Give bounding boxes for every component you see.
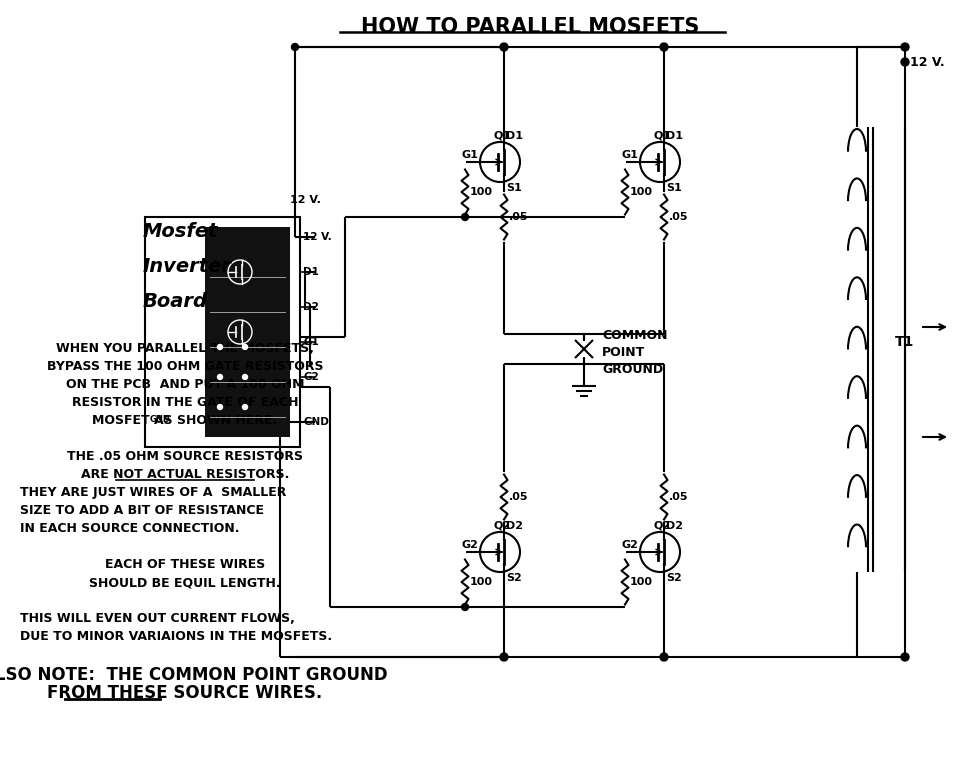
Text: ARE NOT ACTUAL RESISTORS.: ARE NOT ACTUAL RESISTORS. xyxy=(80,468,289,481)
Circle shape xyxy=(660,653,668,661)
Text: HOW TO PARALLEL MOSFETS: HOW TO PARALLEL MOSFETS xyxy=(361,17,700,37)
Text: S1: S1 xyxy=(666,183,681,193)
Text: IN EACH SOURCE CONNECTION.: IN EACH SOURCE CONNECTION. xyxy=(20,522,239,535)
Text: THE .05 OHM SOURCE RESISTORS: THE .05 OHM SOURCE RESISTORS xyxy=(67,450,303,463)
Circle shape xyxy=(500,653,508,661)
Text: S1: S1 xyxy=(506,183,522,193)
Text: .05: .05 xyxy=(669,212,688,222)
Text: ON THE PCB  AND PUT A 100 OHM: ON THE PCB AND PUT A 100 OHM xyxy=(66,378,304,391)
Text: COMMON
POINT
GROUND: COMMON POINT GROUND xyxy=(602,329,667,376)
Circle shape xyxy=(242,404,248,410)
Circle shape xyxy=(461,603,469,610)
Text: GND: GND xyxy=(303,417,329,427)
Text: D2: D2 xyxy=(666,521,683,531)
Circle shape xyxy=(901,43,909,51)
Text: Mosfet: Mosfet xyxy=(143,222,218,241)
Text: EACH OF THESE WIRES: EACH OF THESE WIRES xyxy=(105,558,265,571)
Text: GND: GND xyxy=(150,415,171,424)
Text: SHOULD BE EQUIL LENGTH.: SHOULD BE EQUIL LENGTH. xyxy=(89,576,280,589)
Circle shape xyxy=(217,404,222,410)
Circle shape xyxy=(242,375,248,379)
Text: S2: S2 xyxy=(666,573,681,583)
Text: T1: T1 xyxy=(895,335,914,349)
Text: G1: G1 xyxy=(461,150,478,160)
Circle shape xyxy=(292,43,299,51)
Circle shape xyxy=(217,344,222,350)
Circle shape xyxy=(500,43,508,51)
Circle shape xyxy=(461,213,469,220)
Text: WHEN YOU PARALLEL THE MOSFETS,: WHEN YOU PARALLEL THE MOSFETS, xyxy=(56,342,314,355)
Text: .05: .05 xyxy=(509,212,528,222)
Text: Q1: Q1 xyxy=(494,131,511,141)
Bar xyxy=(145,217,300,447)
Text: S2: S2 xyxy=(506,573,522,583)
Text: FROM THESE SOURCE WIRES.: FROM THESE SOURCE WIRES. xyxy=(48,684,323,702)
Text: THIS WILL EVEN OUT CURRENT FLOWS,: THIS WILL EVEN OUT CURRENT FLOWS, xyxy=(20,612,295,625)
Circle shape xyxy=(660,43,668,51)
Text: MOSFET AS SHOWN HERE.: MOSFET AS SHOWN HERE. xyxy=(93,414,278,427)
Circle shape xyxy=(901,58,909,66)
Text: D1: D1 xyxy=(303,267,319,277)
Text: DUE TO MINOR VARIAIONS IN THE MOSFETS.: DUE TO MINOR VARIAIONS IN THE MOSFETS. xyxy=(20,630,332,643)
Text: Board: Board xyxy=(143,292,208,311)
Text: D2: D2 xyxy=(303,302,319,312)
Text: D1: D1 xyxy=(506,131,523,141)
Text: G2: G2 xyxy=(621,540,638,550)
Text: D1: D1 xyxy=(666,131,683,141)
Text: Inverter: Inverter xyxy=(143,257,232,276)
Text: 100: 100 xyxy=(470,187,493,197)
Text: Q1: Q1 xyxy=(654,131,671,141)
Text: Q2: Q2 xyxy=(494,521,511,531)
Text: THEY ARE JUST WIRES OF A  SMALLER: THEY ARE JUST WIRES OF A SMALLER xyxy=(20,486,286,499)
Text: BYPASS THE 100 OHM GATE RESISTORS: BYPASS THE 100 OHM GATE RESISTORS xyxy=(47,360,323,373)
Text: G2: G2 xyxy=(461,540,478,550)
Text: .05: .05 xyxy=(669,492,688,502)
Bar xyxy=(205,227,290,437)
Text: 100: 100 xyxy=(630,187,653,197)
Text: 100: 100 xyxy=(630,577,653,587)
Circle shape xyxy=(217,375,222,379)
Text: 12 V.: 12 V. xyxy=(910,55,945,68)
Circle shape xyxy=(242,344,248,350)
Text: 12 V.: 12 V. xyxy=(303,232,332,242)
Text: 12 V.: 12 V. xyxy=(290,195,321,205)
Text: G2: G2 xyxy=(303,372,319,382)
Text: 100: 100 xyxy=(470,577,493,587)
Text: RESISTOR IN THE GATE OF EACH: RESISTOR IN THE GATE OF EACH xyxy=(72,396,299,409)
Text: .05: .05 xyxy=(509,492,528,502)
Text: ALSO NOTE:  THE COMMON POINT GROUND: ALSO NOTE: THE COMMON POINT GROUND xyxy=(0,666,388,684)
Circle shape xyxy=(901,653,909,661)
Text: G1: G1 xyxy=(621,150,638,160)
Text: G1: G1 xyxy=(303,337,319,347)
Text: SIZE TO ADD A BIT OF RESISTANCE: SIZE TO ADD A BIT OF RESISTANCE xyxy=(20,504,264,517)
Text: D2: D2 xyxy=(506,521,523,531)
Text: Q2: Q2 xyxy=(654,521,671,531)
